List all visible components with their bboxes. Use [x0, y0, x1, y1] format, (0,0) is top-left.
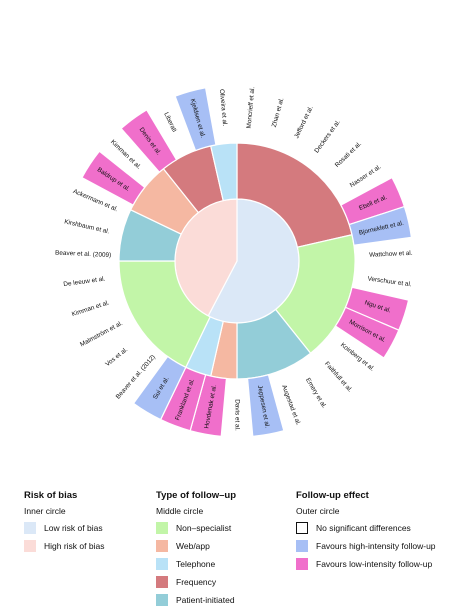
- study-label-25: De leeuw et al.: [63, 276, 106, 289]
- study-label-23: Malmström et al.: [79, 320, 124, 349]
- outer-segment-11: [334, 306, 400, 359]
- swatch-frequency: [156, 576, 168, 588]
- outer-segment-20: [132, 355, 187, 421]
- legend-item-favours-low: Favours low-intensity follow-up: [296, 557, 436, 571]
- legend-label-low-risk: Low risk of bias: [44, 523, 103, 533]
- middle-segment-9: [210, 142, 238, 202]
- swatch-web-app: [156, 540, 168, 552]
- study-label-4: Rosati et al.: [334, 140, 363, 169]
- outer-segment-7: [348, 205, 413, 246]
- legend-item-web-app: Web/app: [156, 539, 236, 553]
- legend-follow-up-type: Type of follow–up Middle circle Non–spec…: [156, 490, 236, 611]
- study-label-32: Liberati: [162, 111, 177, 133]
- legend-label-favours-high: Favours high-intensity follow-up: [316, 541, 436, 551]
- legend-effect-subtitle: Outer circle: [296, 506, 340, 516]
- study-label-14: Emery et al.: [304, 377, 328, 410]
- legend-type-title: Type of follow–up: [156, 490, 237, 501]
- legend-item-telephone: Telephone: [156, 557, 236, 571]
- legend-item-favours-high: Favours high-intensity follow-up: [296, 539, 436, 553]
- swatch-patient-initiated: [156, 594, 168, 606]
- legend-effect-title: Follow-up effect: [296, 490, 369, 501]
- swatch-non-specialist: [156, 522, 168, 534]
- study-label-8: Wattchow et al.: [369, 250, 413, 259]
- outer-segment-16: [246, 374, 285, 437]
- legend-item-non-specialist: Non–specialist: [156, 521, 236, 535]
- study-label-1: Zhan et al.: [271, 97, 286, 128]
- study-label-13: Faithfull et al.: [323, 360, 353, 393]
- study-label-9: Verschuur et al.: [367, 275, 412, 288]
- legend-label-no-difference: No significant differences: [316, 523, 411, 533]
- legend-label-high-risk: High risk of bias: [44, 541, 105, 551]
- study-label-0: Moncrieff et al.: [246, 86, 257, 128]
- study-label-34: Oliveira et al.: [218, 89, 228, 127]
- study-label-3: Deckers et al.: [313, 118, 342, 154]
- legend-risk-of-bias: Risk of bias Inner circle Low risk of bi…: [24, 490, 104, 557]
- legend-item-high-risk: High risk of bias: [24, 539, 104, 553]
- legend-type-subtitle: Middle circle: [156, 506, 204, 516]
- legend-label-patient-initiated: Patient-initiated: [176, 595, 235, 605]
- study-label-27: Kirshbaum et al.: [64, 218, 111, 235]
- legend-item-patient-initiated: Patient-initiated: [156, 593, 236, 607]
- outer-segment-29: [81, 150, 146, 206]
- swatch-favours-low: [296, 558, 308, 570]
- sunburst-chart: Moncrieff et al. Zhan et al. Jefford et al…: [55, 86, 413, 437]
- swatch-no-difference: [296, 522, 308, 534]
- legend-item-no-difference: No significant differences: [296, 521, 436, 535]
- swatch-favours-high: [296, 540, 308, 552]
- study-label-26: Beaver et al. (2009): [55, 250, 111, 260]
- study-label-24: Kimman et al.: [71, 299, 111, 318]
- swatch-high-risk: [24, 540, 36, 552]
- legend-label-telephone: Telephone: [176, 559, 216, 569]
- study-label-15: Augestad et al.: [280, 384, 302, 427]
- study-label-2: Jefford et al.: [293, 105, 315, 140]
- legend-item-low-risk: Low risk of bias: [24, 521, 104, 535]
- swatch-telephone: [156, 558, 168, 570]
- outer-segment-33: [174, 87, 217, 152]
- legend-bias-subtitle: Inner circle: [24, 506, 66, 516]
- study-label-22: Vos et al.: [104, 346, 129, 368]
- legend-label-non-specialist: Non–specialist: [176, 523, 232, 533]
- legend-item-frequency: Frequency: [156, 575, 236, 589]
- legend-follow-up-effect: Follow-up effect Outer circle No signifi…: [296, 490, 436, 575]
- study-label-17: Davis et al.: [233, 399, 240, 431]
- outer-segment-31: [120, 109, 178, 173]
- legend-label-frequency: Frequency: [176, 577, 217, 587]
- legend-label-web-app: Web/app: [176, 541, 210, 551]
- legend-label-favours-low: Favours low-intensity follow-up: [316, 559, 433, 569]
- swatch-low-risk: [24, 522, 36, 534]
- legend-bias-title: Risk of bias: [24, 490, 78, 501]
